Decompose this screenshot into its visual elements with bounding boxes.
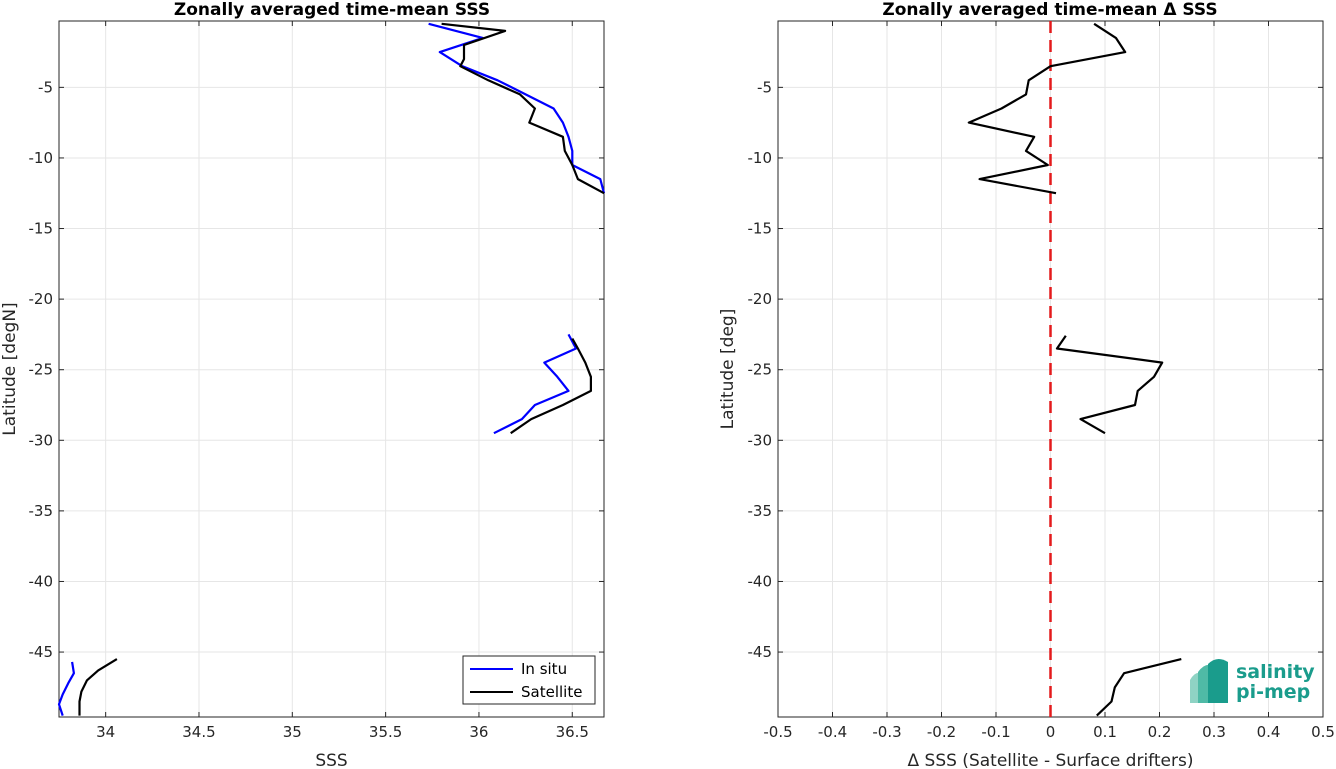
y-tick-label: -30: [29, 431, 54, 449]
x-tick-label: 0.5: [1311, 723, 1335, 741]
x-tick-label: 0.3: [1202, 723, 1226, 741]
x-tick-label: -0.1: [981, 723, 1010, 741]
y-tick-label: -35: [748, 502, 773, 520]
x-tick-label: 36: [469, 723, 488, 741]
plot-area: [59, 21, 604, 717]
y-tick-label: -5: [757, 78, 772, 96]
legend-label-satellite: Satellite: [521, 683, 582, 701]
y-tick-label: -15: [29, 220, 54, 238]
y-tick-label: -35: [29, 502, 54, 520]
wave-graphic-icon: [1190, 658, 1228, 703]
y-tick-label: -45: [29, 643, 54, 661]
y-tick-label: -25: [29, 361, 54, 379]
x-tick-label: 0.1: [1093, 723, 1117, 741]
x-tick-label: -0.5: [763, 723, 792, 741]
y-tick-label: -40: [748, 572, 773, 590]
x-tick-label: 35.5: [369, 723, 402, 741]
series-line-in-situ: [57, 661, 76, 716]
x-tick-label: 36.5: [556, 723, 589, 741]
y-tick-label: -20: [748, 290, 773, 308]
y-axis-label: Latitude [degN]: [0, 302, 20, 435]
series-line-satellite: [441, 22, 605, 195]
series-line-delta-sss: [1096, 658, 1182, 717]
y-tick-label: -45: [748, 643, 773, 661]
series-line-delta-sss: [1055, 335, 1164, 435]
x-tick-label: -0.3: [872, 723, 901, 741]
series-line-satellite: [78, 658, 118, 716]
axes-box: [58, 20, 605, 718]
x-tick-label: 0.2: [1148, 723, 1172, 741]
x-axis-label: Δ SSS (Satellite - Surface drifters): [908, 751, 1194, 769]
x-tick-label: 34.5: [182, 723, 215, 741]
y-tick-label: -25: [748, 361, 773, 379]
logo-line-1: salinity: [1236, 661, 1315, 683]
chart-title: Zonally averaged time-mean SSS: [174, 0, 490, 20]
series-line-delta-sss: [967, 22, 1127, 195]
x-axis-label: SSS: [315, 751, 347, 769]
y-tick-label: -20: [29, 290, 54, 308]
legend: In situ Satellite: [462, 655, 596, 705]
x-tick-label: 0: [1046, 723, 1056, 741]
y-tick-label: -30: [748, 431, 773, 449]
x-tick-label: 34: [96, 723, 115, 741]
logo-line-2: pi-mep: [1236, 681, 1310, 703]
y-tick-label: -40: [29, 572, 54, 590]
salinity-pi-mep-logo: salinity pi-mep: [1190, 658, 1315, 703]
y-tick-label: -5: [38, 78, 53, 96]
chart-title: Zonally averaged time-mean Δ SSS: [882, 0, 1217, 20]
x-tick-label: 35: [283, 723, 302, 741]
x-tick-label: 0.4: [1257, 723, 1281, 741]
y-tick-label: -15: [748, 220, 773, 238]
legend-label-in-situ: In situ: [521, 660, 567, 678]
y-axis-label: Latitude [deg]: [718, 309, 738, 430]
sss-panel: 34 34.5 35 35.5 36 36.5 -5 -10 -15 -20 -25 -30 -35 -4…: [0, 0, 606, 769]
delta-sss-panel: -0.5 -0.4 -0.3 -0.2 -0.1 0 0.1 0.2 0.3 0.4 0.5 -5 -1…: [718, 0, 1335, 769]
y-tick-label: -10: [748, 149, 773, 167]
legend-box: [462, 655, 596, 705]
x-tick-label: -0.2: [927, 723, 956, 741]
x-tick-label: -0.4: [818, 723, 847, 741]
y-tick-label: -10: [29, 149, 54, 167]
series-line-satellite: [510, 338, 593, 435]
series-line-in-situ: [493, 333, 578, 435]
